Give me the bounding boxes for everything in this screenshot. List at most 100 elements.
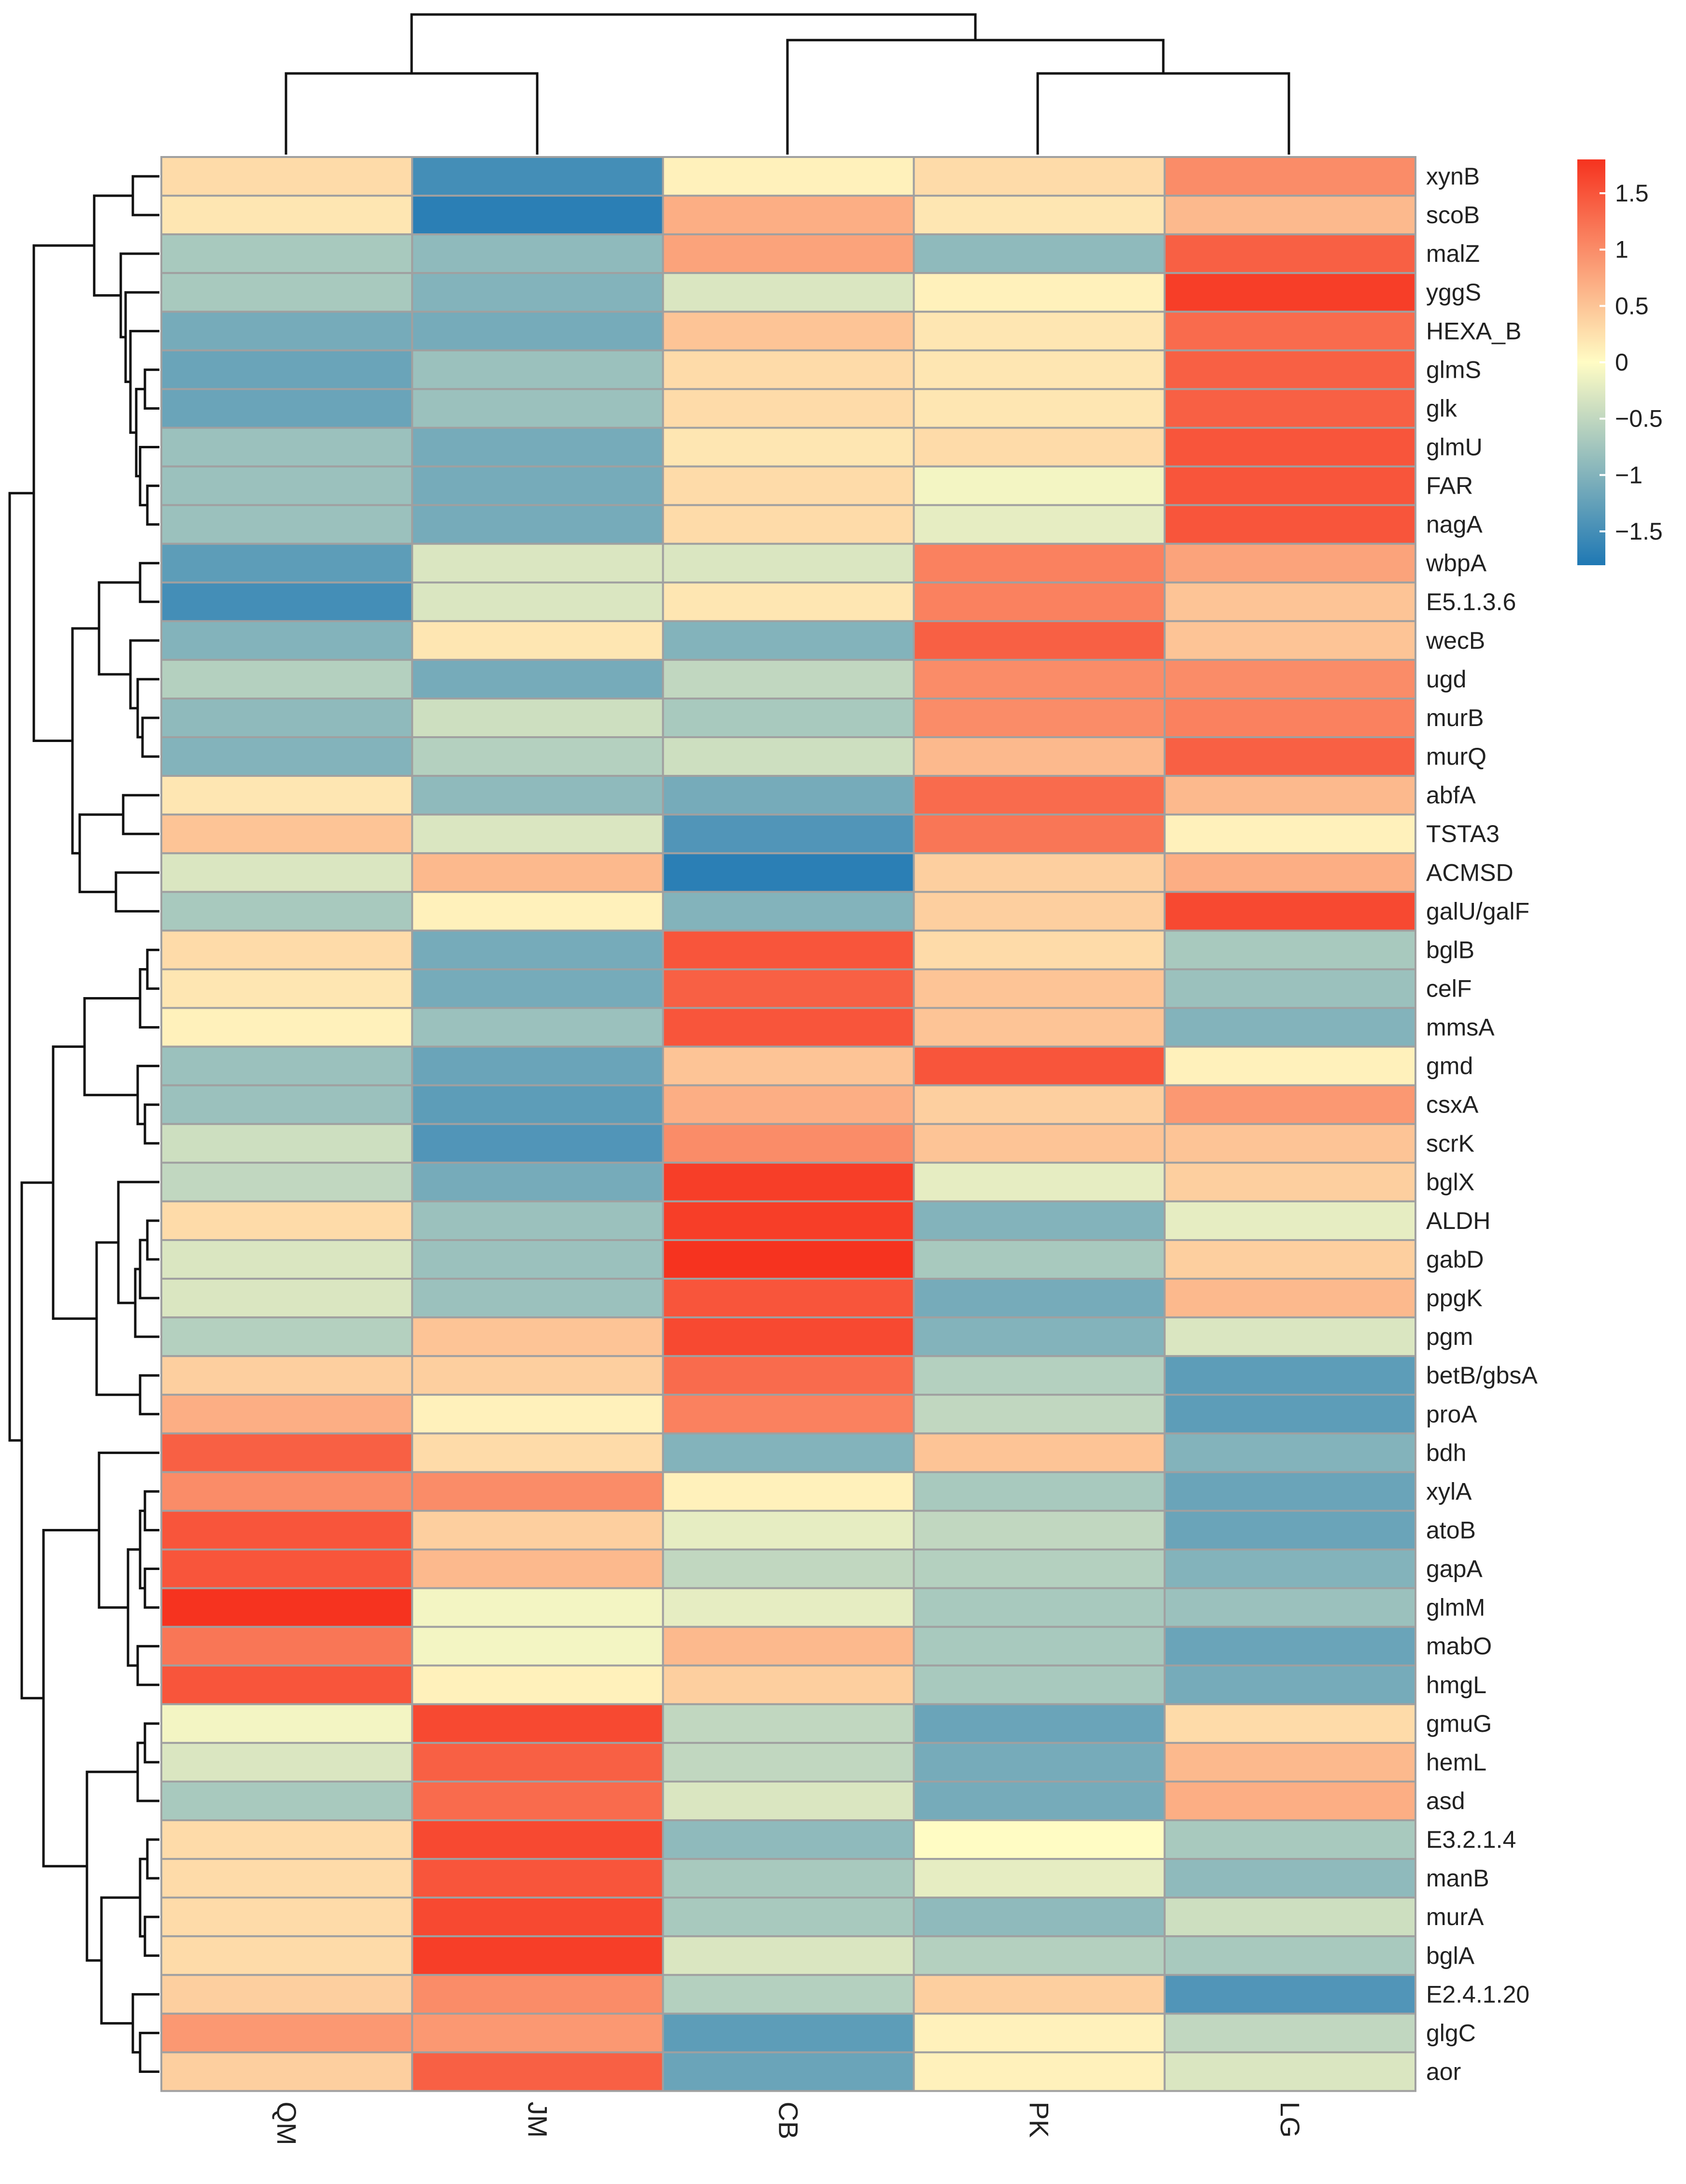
heatmap-cell — [913, 1703, 1166, 1744]
heatmap-cell — [662, 1471, 915, 1512]
heatmap-cell — [1163, 1664, 1417, 1705]
heatmap-cell — [1163, 1897, 1417, 1938]
heatmap-cell — [913, 736, 1166, 777]
heatmap-cell — [1163, 1626, 1417, 1667]
heatmap-cell — [411, 1161, 664, 1202]
heatmap-cell — [662, 427, 915, 468]
heatmap-cell — [913, 1239, 1166, 1280]
heatmap-cell — [913, 1394, 1166, 1435]
heatmap-cell — [411, 698, 664, 739]
heatmap-cell — [1163, 349, 1417, 390]
row-label: bglX — [1426, 1169, 1474, 1196]
heatmap-cell — [160, 968, 414, 1009]
heatmap-cell — [662, 1819, 915, 1860]
heatmap-cell — [1163, 1278, 1417, 1319]
heatmap-cell — [411, 1780, 664, 1821]
heatmap-cell — [411, 1587, 664, 1628]
heatmap-cell — [1163, 1703, 1417, 1744]
heatmap-cell — [411, 1897, 664, 1938]
heatmap-cell — [160, 542, 414, 584]
heatmap-cell — [160, 427, 414, 468]
row-label: murB — [1426, 704, 1484, 731]
heatmap-cell — [913, 658, 1166, 700]
row-label: bglA — [1426, 1942, 1475, 1969]
row-label: hemL — [1426, 1749, 1486, 1776]
column-label: LG — [1275, 2102, 1305, 2138]
heatmap-cell — [160, 620, 414, 661]
heatmap-cell — [662, 1007, 915, 1048]
heatmap-cell — [1163, 775, 1417, 816]
heatmap-cell — [662, 1355, 915, 1396]
heatmap-cell — [1163, 1548, 1417, 1589]
heatmap-cell — [160, 1161, 414, 1202]
heatmap-cell — [1163, 465, 1417, 506]
heatmap-cell — [1163, 1084, 1417, 1125]
heatmap-cell — [913, 1123, 1166, 1164]
heatmap-cell — [1163, 1355, 1417, 1396]
row-label: wbpA — [1426, 550, 1487, 577]
row-label: gmd — [1426, 1053, 1473, 1080]
row-label: abfA — [1426, 782, 1476, 809]
heatmap-cell — [913, 1510, 1166, 1551]
heatmap-cell — [160, 1741, 414, 1783]
heatmap-cell — [913, 1664, 1166, 1705]
heatmap-cell — [662, 1974, 915, 2015]
heatmap-cell — [913, 2013, 1166, 2054]
heatmap-cell — [662, 1935, 915, 1976]
row-label: glgC — [1426, 2019, 1476, 2046]
heatmap-cell — [1163, 814, 1417, 855]
heatmap-cell — [160, 1703, 414, 1744]
heatmap-cell — [1163, 852, 1417, 893]
heatmap-cell — [160, 1471, 414, 1512]
heatmap-cell — [411, 1084, 664, 1125]
heatmap-cell — [662, 272, 915, 313]
legend-tick-label: −0.5 — [1615, 405, 1663, 432]
heatmap-cell — [1163, 698, 1417, 739]
heatmap-cell — [160, 156, 414, 197]
heatmap-cell — [662, 2013, 915, 2054]
heatmap-cell — [411, 1239, 664, 1280]
heatmap-cell — [160, 775, 414, 816]
heatmap-cell — [160, 1858, 414, 1899]
heatmap-cell — [411, 581, 664, 622]
heatmap-cell — [913, 465, 1166, 506]
heatmap-cell — [913, 1548, 1166, 1589]
heatmap-cell — [160, 1510, 414, 1551]
heatmap-cell — [913, 1935, 1166, 1976]
row-label: E2.4.1.20 — [1426, 1981, 1529, 2008]
heatmap-cell — [913, 1007, 1166, 1048]
heatmap-cell — [160, 1045, 414, 1086]
heatmap-cell — [1163, 1587, 1417, 1628]
heatmap-cell — [160, 195, 414, 236]
heatmap-cell — [913, 349, 1166, 390]
heatmap-cell — [160, 1316, 414, 1357]
heatmap-cell — [1163, 1007, 1417, 1048]
heatmap-cell — [662, 1394, 915, 1435]
heatmap-cell — [913, 1161, 1166, 1202]
heatmap-cell — [1163, 233, 1417, 274]
heatmap-cell — [411, 852, 664, 893]
heatmap-cell — [662, 1084, 915, 1125]
heatmap-cell-grid — [160, 156, 1417, 2092]
heatmap-cell — [913, 233, 1166, 274]
heatmap-cell — [913, 891, 1166, 932]
heatmap-cell — [662, 233, 915, 274]
row-dendrogram — [8, 175, 159, 2073]
heatmap-cell — [1163, 427, 1417, 468]
heatmap-cell — [913, 852, 1166, 893]
color-legend: 1.5 1 0.5 0 −0.5 −1 −1.5 — [1577, 159, 1663, 565]
heatmap-cell — [411, 1045, 664, 1086]
row-label: betB/gbsA — [1426, 1362, 1538, 1389]
row-label: glmS — [1426, 356, 1481, 383]
heatmap-cell — [1163, 1045, 1417, 1086]
heatmap-cell — [913, 195, 1166, 236]
legend-tick-label: −1.5 — [1615, 518, 1663, 545]
heatmap-cell — [662, 1548, 915, 1589]
heatmap-cell — [913, 1471, 1166, 1512]
heatmap-cell — [411, 388, 664, 429]
heatmap-cell — [411, 1935, 664, 1976]
row-label: mabO — [1426, 1633, 1492, 1660]
heatmap-cell — [411, 775, 664, 816]
heatmap-cell — [1163, 1432, 1417, 1473]
heatmap-cell — [160, 504, 414, 545]
